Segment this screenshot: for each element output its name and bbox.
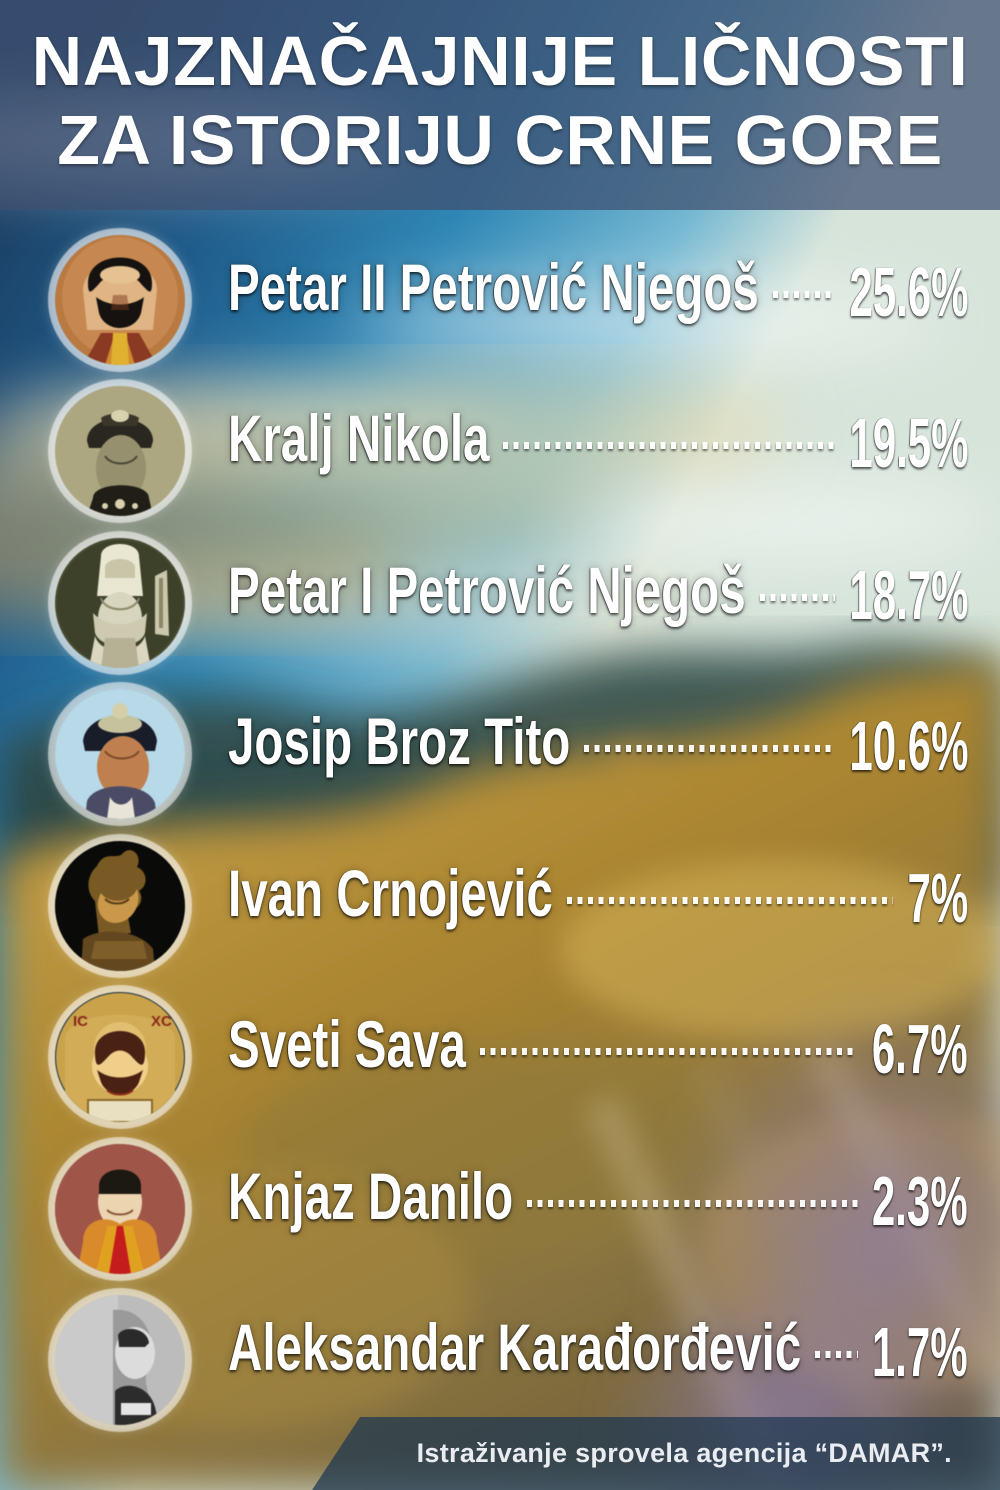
svg-text:IC: IC — [73, 1013, 88, 1030]
svg-text:XC: XC — [151, 1013, 172, 1030]
